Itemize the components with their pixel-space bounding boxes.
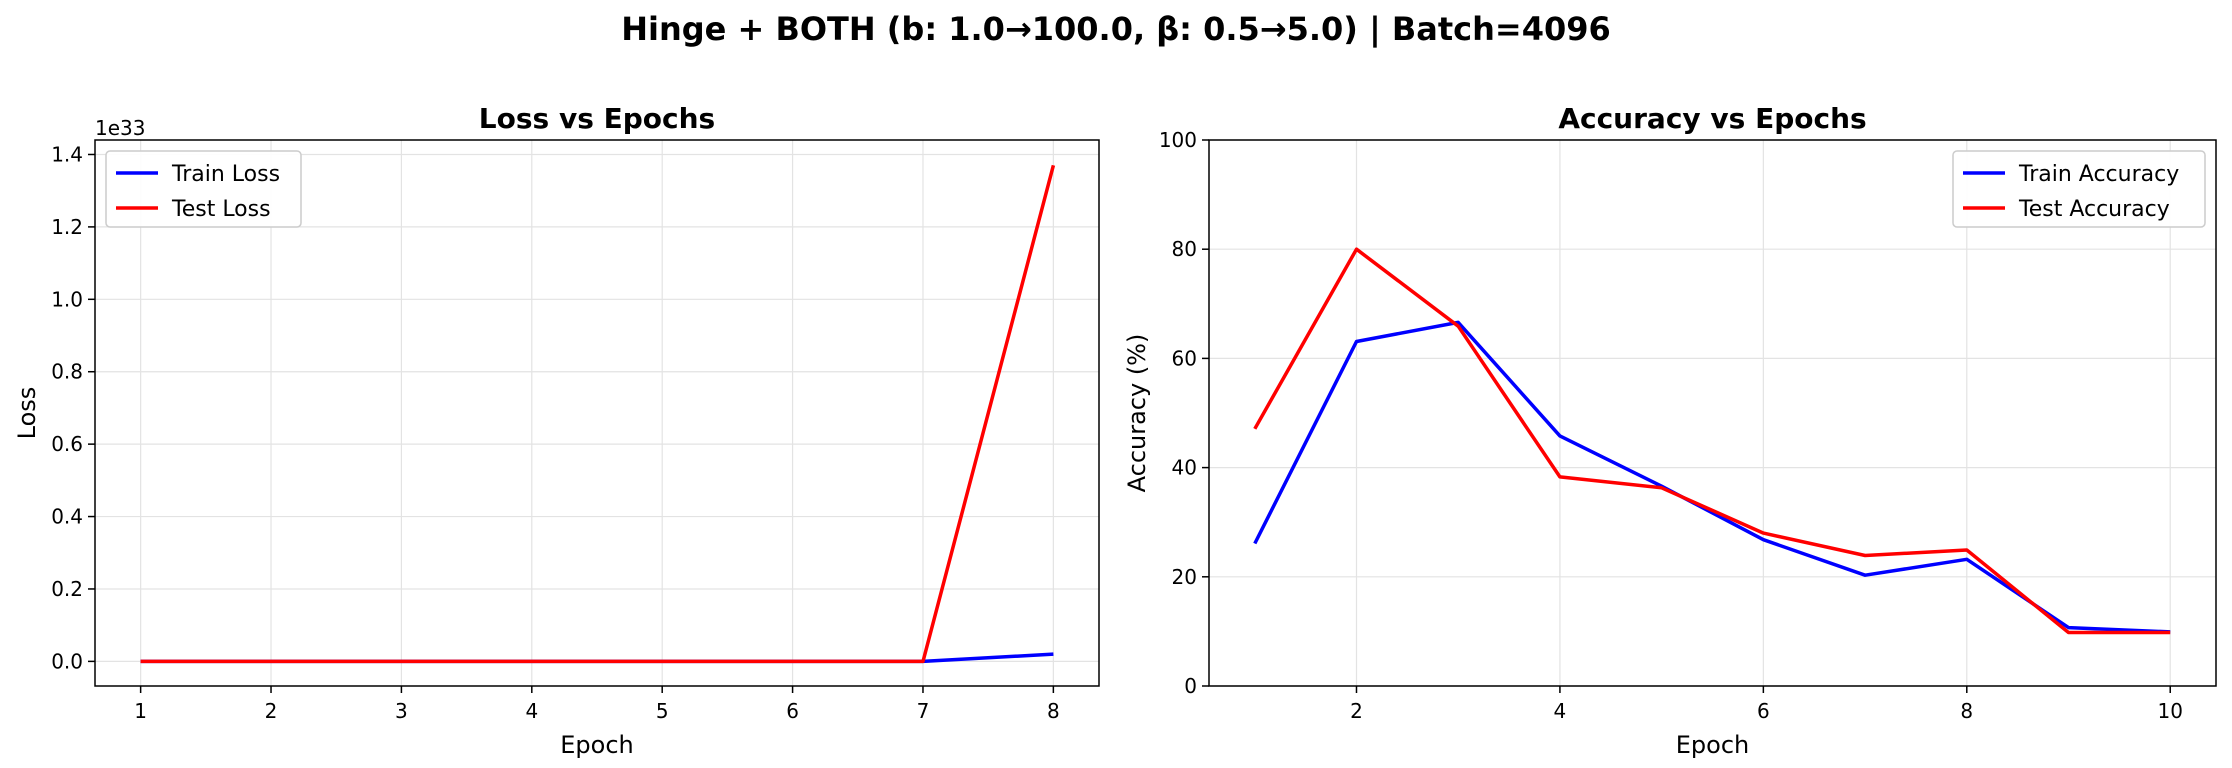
x-tick-label: 7 [917,699,930,723]
legend-box [1952,150,2206,228]
plot-frame [94,139,1100,687]
legend-label: Test Loss [171,197,271,222]
legend-label: Train Accuracy [2018,162,2179,187]
y-tick-label: 1.4 [51,142,83,166]
y-axis-label: Accuracy (%) [1123,334,1151,493]
y-tick-label: 1.2 [51,215,83,239]
series-line-test [1253,247,2171,635]
series-line-test [140,164,1056,664]
x-tick-label: 6 [1757,699,1770,723]
legend-label: Test Accuracy [2018,197,2170,222]
chart-title: Accuracy vs Epochs [1558,102,1866,135]
y-tick-label: 100 [1159,128,1197,152]
y-tick-label: 1.0 [51,287,83,311]
x-axis-label: Epoch [560,731,634,759]
x-tick-label: 10 [2158,699,2183,723]
x-tick-label: 2 [1350,699,1363,723]
y-tick-label: 0 [1184,674,1197,698]
plot-frame [1208,139,2217,687]
y-axis-label: Loss [13,387,41,440]
x-tick-label: 8 [1960,699,1973,723]
x-tick-label: 2 [265,699,278,723]
axis-offset-text: 1e33 [95,116,145,140]
y-tick-label: 40 [1172,456,1197,480]
y-tick-label: 0.6 [51,432,83,456]
chart-title: Loss vs Epochs [479,102,715,135]
legend-label: Train Loss [171,162,280,187]
x-tick-label: 4 [525,699,538,723]
x-tick-label: 6 [786,699,799,723]
x-tick-label: 8 [1047,699,1060,723]
y-tick-label: 0.8 [51,360,83,384]
x-tick-label: 4 [1554,699,1567,723]
y-tick-label: 0.4 [51,505,83,529]
figure-title: Hinge + BOTH (b: 1.0→100.0, β: 0.5→5.0) … [621,10,1611,49]
y-tick-label: 20 [1172,565,1197,589]
x-tick-label: 5 [656,699,669,723]
loss-chart: 1 2 3 4 5 6 7 8 0.0 0.2 0.4 0.6 0.8 1.0 1.2 1.4 Loss vs … [13,102,1100,759]
y-tick-label: 0.2 [51,577,83,601]
x-tick-label: 3 [395,699,408,723]
y-tick-label: 60 [1172,346,1197,370]
x-axis-label: Epoch [1676,731,1750,759]
y-tick-label: 80 [1172,237,1197,261]
y-tick-label: 0.0 [51,649,83,673]
x-tick-label: 1 [134,699,147,723]
